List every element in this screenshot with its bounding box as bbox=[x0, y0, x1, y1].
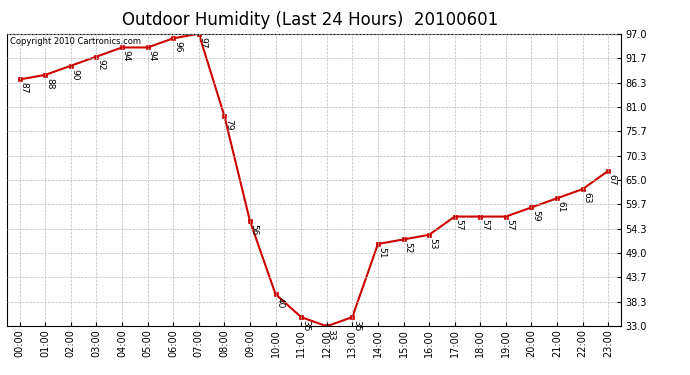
Text: 90: 90 bbox=[70, 69, 79, 80]
Text: 94: 94 bbox=[147, 50, 157, 62]
Text: 35: 35 bbox=[352, 320, 361, 332]
Text: 59: 59 bbox=[531, 210, 540, 222]
Text: 88: 88 bbox=[45, 78, 54, 89]
Text: 92: 92 bbox=[96, 59, 105, 71]
Text: 35: 35 bbox=[301, 320, 310, 332]
Text: 57: 57 bbox=[454, 219, 464, 231]
Text: 63: 63 bbox=[582, 192, 591, 203]
Text: 40: 40 bbox=[275, 297, 284, 308]
Text: Outdoor Humidity (Last 24 Hours)  20100601: Outdoor Humidity (Last 24 Hours) 2010060… bbox=[122, 11, 499, 29]
Text: Copyright 2010 Cartronics.com: Copyright 2010 Cartronics.com bbox=[10, 37, 141, 46]
Text: 51: 51 bbox=[377, 247, 386, 258]
Text: 94: 94 bbox=[121, 50, 130, 62]
Text: 79: 79 bbox=[224, 119, 233, 130]
Text: 56: 56 bbox=[250, 224, 259, 236]
Text: 87: 87 bbox=[19, 82, 28, 94]
Text: 52: 52 bbox=[403, 242, 412, 254]
Text: 61: 61 bbox=[557, 201, 566, 213]
Text: 57: 57 bbox=[480, 219, 489, 231]
Text: 67: 67 bbox=[608, 174, 617, 185]
Text: 33: 33 bbox=[326, 329, 335, 340]
Text: 57: 57 bbox=[506, 219, 515, 231]
Text: 53: 53 bbox=[428, 238, 437, 249]
Text: 96: 96 bbox=[173, 41, 182, 53]
Text: 97: 97 bbox=[199, 36, 208, 48]
